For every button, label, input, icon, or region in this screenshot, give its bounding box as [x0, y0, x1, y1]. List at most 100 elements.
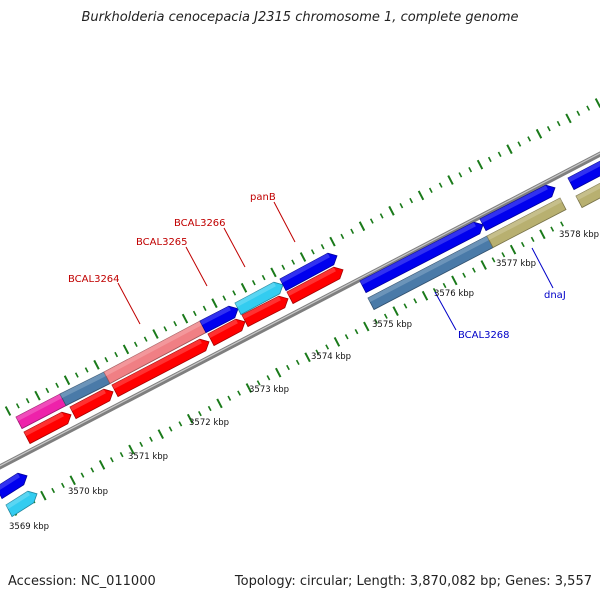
- tick-mark: [325, 344, 330, 350]
- tick-mark: [556, 120, 561, 127]
- tick-mark: [61, 482, 65, 489]
- tick-mark: [421, 290, 429, 301]
- tick-mark: [149, 436, 153, 442]
- leader-line: [223, 227, 246, 268]
- tick-mark: [63, 375, 71, 386]
- feature-red-1: [23, 411, 72, 445]
- tick-mark: [363, 321, 370, 332]
- feature-red-6: [286, 266, 344, 305]
- tick-mark: [295, 359, 300, 366]
- feature-red-5: [241, 295, 289, 328]
- tick-mark: [128, 444, 135, 455]
- tick-mark: [299, 252, 307, 262]
- tick-mark: [560, 221, 564, 227]
- tick-mark: [240, 282, 248, 293]
- tick-mark: [576, 110, 581, 116]
- tick-mark: [442, 282, 447, 289]
- tick-mark: [98, 459, 106, 470]
- tick-mark: [168, 426, 173, 432]
- gene-label-bcal3265: BCAL3265: [136, 237, 188, 248]
- tick-mark: [211, 298, 218, 309]
- tick-mark: [546, 125, 551, 132]
- feature-cyan-left: [5, 490, 38, 518]
- tick-mark: [109, 457, 114, 463]
- tick-mark: [472, 267, 476, 273]
- feature-blue-right-1: [359, 221, 484, 294]
- ruler-label: 3573 kbp: [249, 385, 289, 395]
- tick-mark: [251, 279, 256, 286]
- tick-mark: [178, 421, 183, 427]
- tick-mark: [270, 267, 277, 278]
- tick-mark: [202, 305, 207, 312]
- feature-track: [0, 160, 600, 518]
- genome-summary-text: Topology: circular; Length: 3,870,082 bp…: [234, 574, 592, 589]
- tick-mark: [15, 403, 20, 409]
- feature-khaki-dnaj: [486, 197, 567, 249]
- tick-mark: [186, 413, 194, 424]
- ruler-label: 3571 kbp: [128, 452, 168, 462]
- feature-red-4: [207, 318, 246, 347]
- feature-cyan-bcal3266: [234, 281, 284, 316]
- tick-mark: [40, 490, 47, 501]
- tick-mark: [55, 382, 60, 389]
- tick-mark: [232, 290, 237, 296]
- tick-mark: [379, 213, 384, 219]
- map-title: Burkholderia cenocepacia J2315 chromosom…: [81, 10, 519, 25]
- tick-mark: [550, 226, 555, 232]
- feature-blue-right-2: [479, 184, 556, 232]
- tick-mark: [114, 351, 119, 358]
- tick-mark: [173, 321, 178, 327]
- tick-mark: [527, 136, 532, 142]
- tick-mark: [530, 236, 535, 243]
- accession-text: Accession: NC_011000: [8, 574, 156, 589]
- tick-mark: [304, 352, 311, 363]
- tick-mark: [468, 167, 473, 173]
- tick-mark: [480, 260, 487, 270]
- tick-mark: [237, 390, 241, 396]
- feature-blue-right-3: [567, 160, 600, 191]
- tick-mark: [143, 336, 148, 342]
- tick-mark: [181, 313, 189, 324]
- tick-mark: [520, 241, 525, 248]
- tick-mark: [340, 233, 345, 240]
- backbone-line: [0, 151, 600, 470]
- tick-mark: [438, 182, 443, 188]
- tick-mark: [517, 141, 522, 147]
- gene-label-bcal3268: BCAL3268: [458, 330, 510, 341]
- tick-mark: [4, 406, 12, 416]
- feature-red-3: [111, 338, 210, 398]
- tick-mark: [388, 205, 395, 216]
- tick-mark: [358, 221, 366, 232]
- leader-line: [434, 291, 457, 331]
- tick-mark: [487, 156, 492, 163]
- tick-mark: [245, 383, 253, 393]
- tick-mark: [152, 329, 159, 339]
- ruler-label: 3575 kbp: [372, 320, 412, 330]
- gene-label-bcal3266: BCAL3266: [174, 218, 226, 229]
- tick-mark: [275, 367, 282, 378]
- tick-mark: [350, 228, 355, 235]
- gene-label-panb: panB: [250, 192, 276, 203]
- tick-mark: [491, 257, 496, 263]
- tick-mark: [80, 472, 85, 478]
- ruler-label: 3572 kbp: [189, 418, 229, 428]
- ruler-label: 3574 kbp: [311, 352, 351, 362]
- gene-labels: BCAL3264 BCAL3265 BCAL3266 panB BCAL3268 dnaJ: [68, 192, 566, 341]
- tick-mark: [227, 395, 232, 401]
- label-leader-lines: [117, 201, 554, 331]
- tick-mark: [476, 159, 484, 170]
- tick-mark: [329, 236, 336, 247]
- tick-mark: [163, 326, 168, 332]
- tick-mark: [266, 375, 271, 381]
- tick-mark: [447, 175, 454, 185]
- tick-mark: [133, 341, 138, 347]
- tick-mark: [25, 398, 30, 404]
- tick-mark: [509, 244, 517, 255]
- tick-mark: [458, 172, 463, 178]
- leader-line: [273, 201, 296, 243]
- tick-mark: [409, 197, 414, 204]
- tick-mark: [413, 298, 418, 304]
- tick-mark: [315, 349, 320, 355]
- tick-mark: [403, 303, 408, 309]
- tick-mark: [291, 259, 296, 265]
